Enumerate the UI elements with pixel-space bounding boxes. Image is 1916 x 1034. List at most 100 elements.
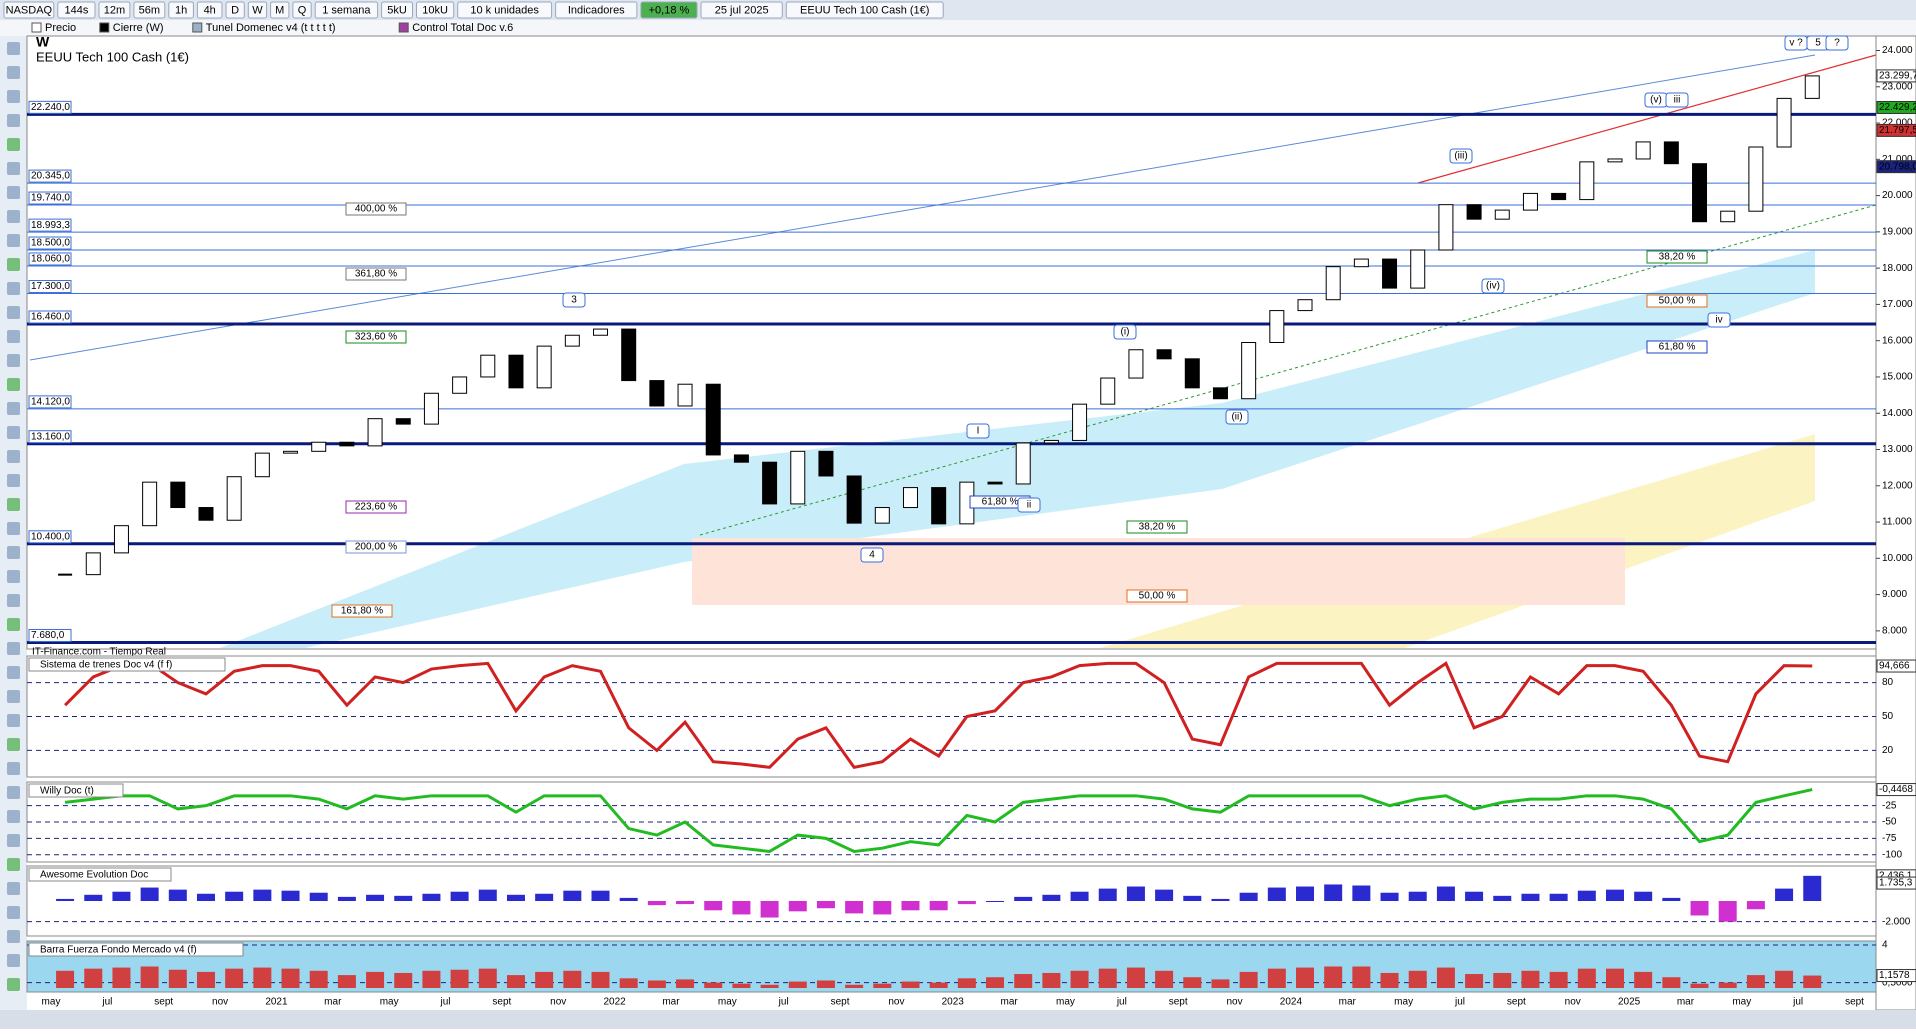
toolbar-button[interactable] [640,1,698,19]
histogram-bar [591,971,610,988]
tool-icon[interactable] [7,522,20,535]
tool-icon[interactable] [7,402,20,415]
toolbar-button[interactable] [168,1,194,19]
tool-icon[interactable] [7,66,20,79]
price-tag-label: 1.735,3 [1879,878,1913,889]
tool-icon[interactable] [7,930,20,943]
tool-icon[interactable] [7,858,20,871]
tool-icon[interactable] [7,762,20,775]
toolbar-button[interactable] [247,1,268,19]
toolbar-button[interactable] [700,1,783,19]
histogram-bar [1746,975,1765,988]
tool-icon[interactable] [7,186,20,199]
toolbar-button[interactable] [314,1,379,19]
histogram-bar [986,901,1005,902]
histogram-bar [196,893,215,901]
tool-icon[interactable] [7,378,20,391]
histogram-bar [1380,972,1399,988]
level-label-box [28,169,72,183]
toolbar-button[interactable] [57,1,96,19]
toolbar-button[interactable] [381,1,414,19]
tool-icon[interactable] [7,474,20,487]
candle [1410,249,1426,289]
toolbar-button[interactable] [270,1,290,19]
toolbar-label: Indicadores [568,4,625,16]
histogram-bar [1690,983,1709,988]
price-tag [1876,783,1916,797]
tool-icon[interactable] [7,234,20,247]
x-tick-label: nov [1226,997,1242,1008]
tool-icon[interactable] [7,42,20,55]
tool-icon[interactable] [7,282,20,295]
level-label: 20.345,0 [31,171,70,182]
tool-icon[interactable] [7,882,20,895]
x-tick-label: mar [1677,997,1695,1008]
level-label: 16.460,0 [31,312,70,323]
histogram-bar [253,967,272,988]
tool-icon[interactable] [7,162,20,175]
tool-icon[interactable] [7,954,20,967]
histogram-bar [1408,891,1427,901]
tool-icon[interactable] [7,258,20,271]
histogram-bar [1155,970,1174,988]
histogram-bar [394,895,413,901]
histogram-bar [1493,972,1512,988]
tool-icon[interactable] [7,570,20,583]
candle [536,345,552,389]
tool-icon[interactable] [7,810,20,823]
tool-icon[interactable] [7,138,20,151]
tool-icon[interactable] [7,426,20,439]
panel-title: Awesome Evolution Doc [40,870,148,881]
toolbar-button[interactable] [196,1,223,19]
tool-icon[interactable] [7,354,20,367]
candle [1494,209,1510,220]
tool-icon[interactable] [7,210,20,223]
toolbar-button[interactable] [457,1,553,19]
fib-label: 361,80 % [355,269,397,280]
tool-icon[interactable] [7,738,20,751]
candle [931,487,947,525]
tool-icon[interactable] [7,786,20,799]
tool-icon[interactable] [7,834,20,847]
tool-icon[interactable] [7,906,20,919]
toolbar-button[interactable] [133,1,166,19]
tool-icon[interactable] [7,90,20,103]
histogram-bar [112,891,131,901]
tool-icon[interactable] [7,330,20,343]
histogram-bar [1324,966,1343,988]
toolbar-button[interactable] [98,1,131,19]
candle [987,481,1003,485]
candle [113,525,129,554]
tool-icon[interactable] [7,978,20,991]
toolbar-button[interactable] [555,1,638,19]
tool-icon[interactable] [7,714,20,727]
tool-icon[interactable] [7,618,20,631]
histogram-bar [1239,971,1258,988]
histogram-bar [704,982,723,988]
toolbar-button[interactable] [3,1,55,19]
tool-icon[interactable] [7,642,20,655]
toolbar-button[interactable] [785,1,944,19]
histogram-bar [1267,968,1286,988]
tool-icon[interactable] [7,498,20,511]
tool-icon[interactable] [7,666,20,679]
histogram-bar [84,894,103,901]
wave-label: ? [1834,38,1840,49]
toolbar-button[interactable] [225,1,245,19]
toolbar-button[interactable] [416,1,455,19]
x-tick-label: 2022 [603,997,626,1008]
tool-icon[interactable] [7,306,20,319]
histogram-bar [1155,889,1174,901]
tool-icon[interactable] [7,690,20,703]
tool-icon[interactable] [7,450,20,463]
candle [311,441,327,452]
histogram-bar [1549,971,1568,988]
level-label: 18.500,0 [31,238,70,249]
tool-icon[interactable] [7,546,20,559]
candle [1297,299,1313,312]
tool-icon[interactable] [7,114,20,127]
toolbar-label: EEUU Tech 100 Cash (1€) [800,4,929,16]
toolbar-button[interactable] [292,1,312,19]
tool-icon[interactable] [7,594,20,607]
histogram-bar [535,971,554,988]
